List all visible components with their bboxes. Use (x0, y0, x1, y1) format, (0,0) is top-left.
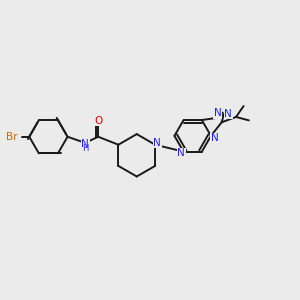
Text: O: O (94, 116, 102, 126)
Text: N: N (211, 133, 218, 143)
Text: N: N (224, 109, 232, 118)
Text: H: H (82, 144, 88, 153)
Text: N: N (177, 148, 185, 158)
Text: N: N (214, 108, 221, 118)
Text: Br: Br (6, 132, 17, 142)
Text: N: N (153, 138, 161, 148)
Text: N: N (81, 139, 89, 148)
